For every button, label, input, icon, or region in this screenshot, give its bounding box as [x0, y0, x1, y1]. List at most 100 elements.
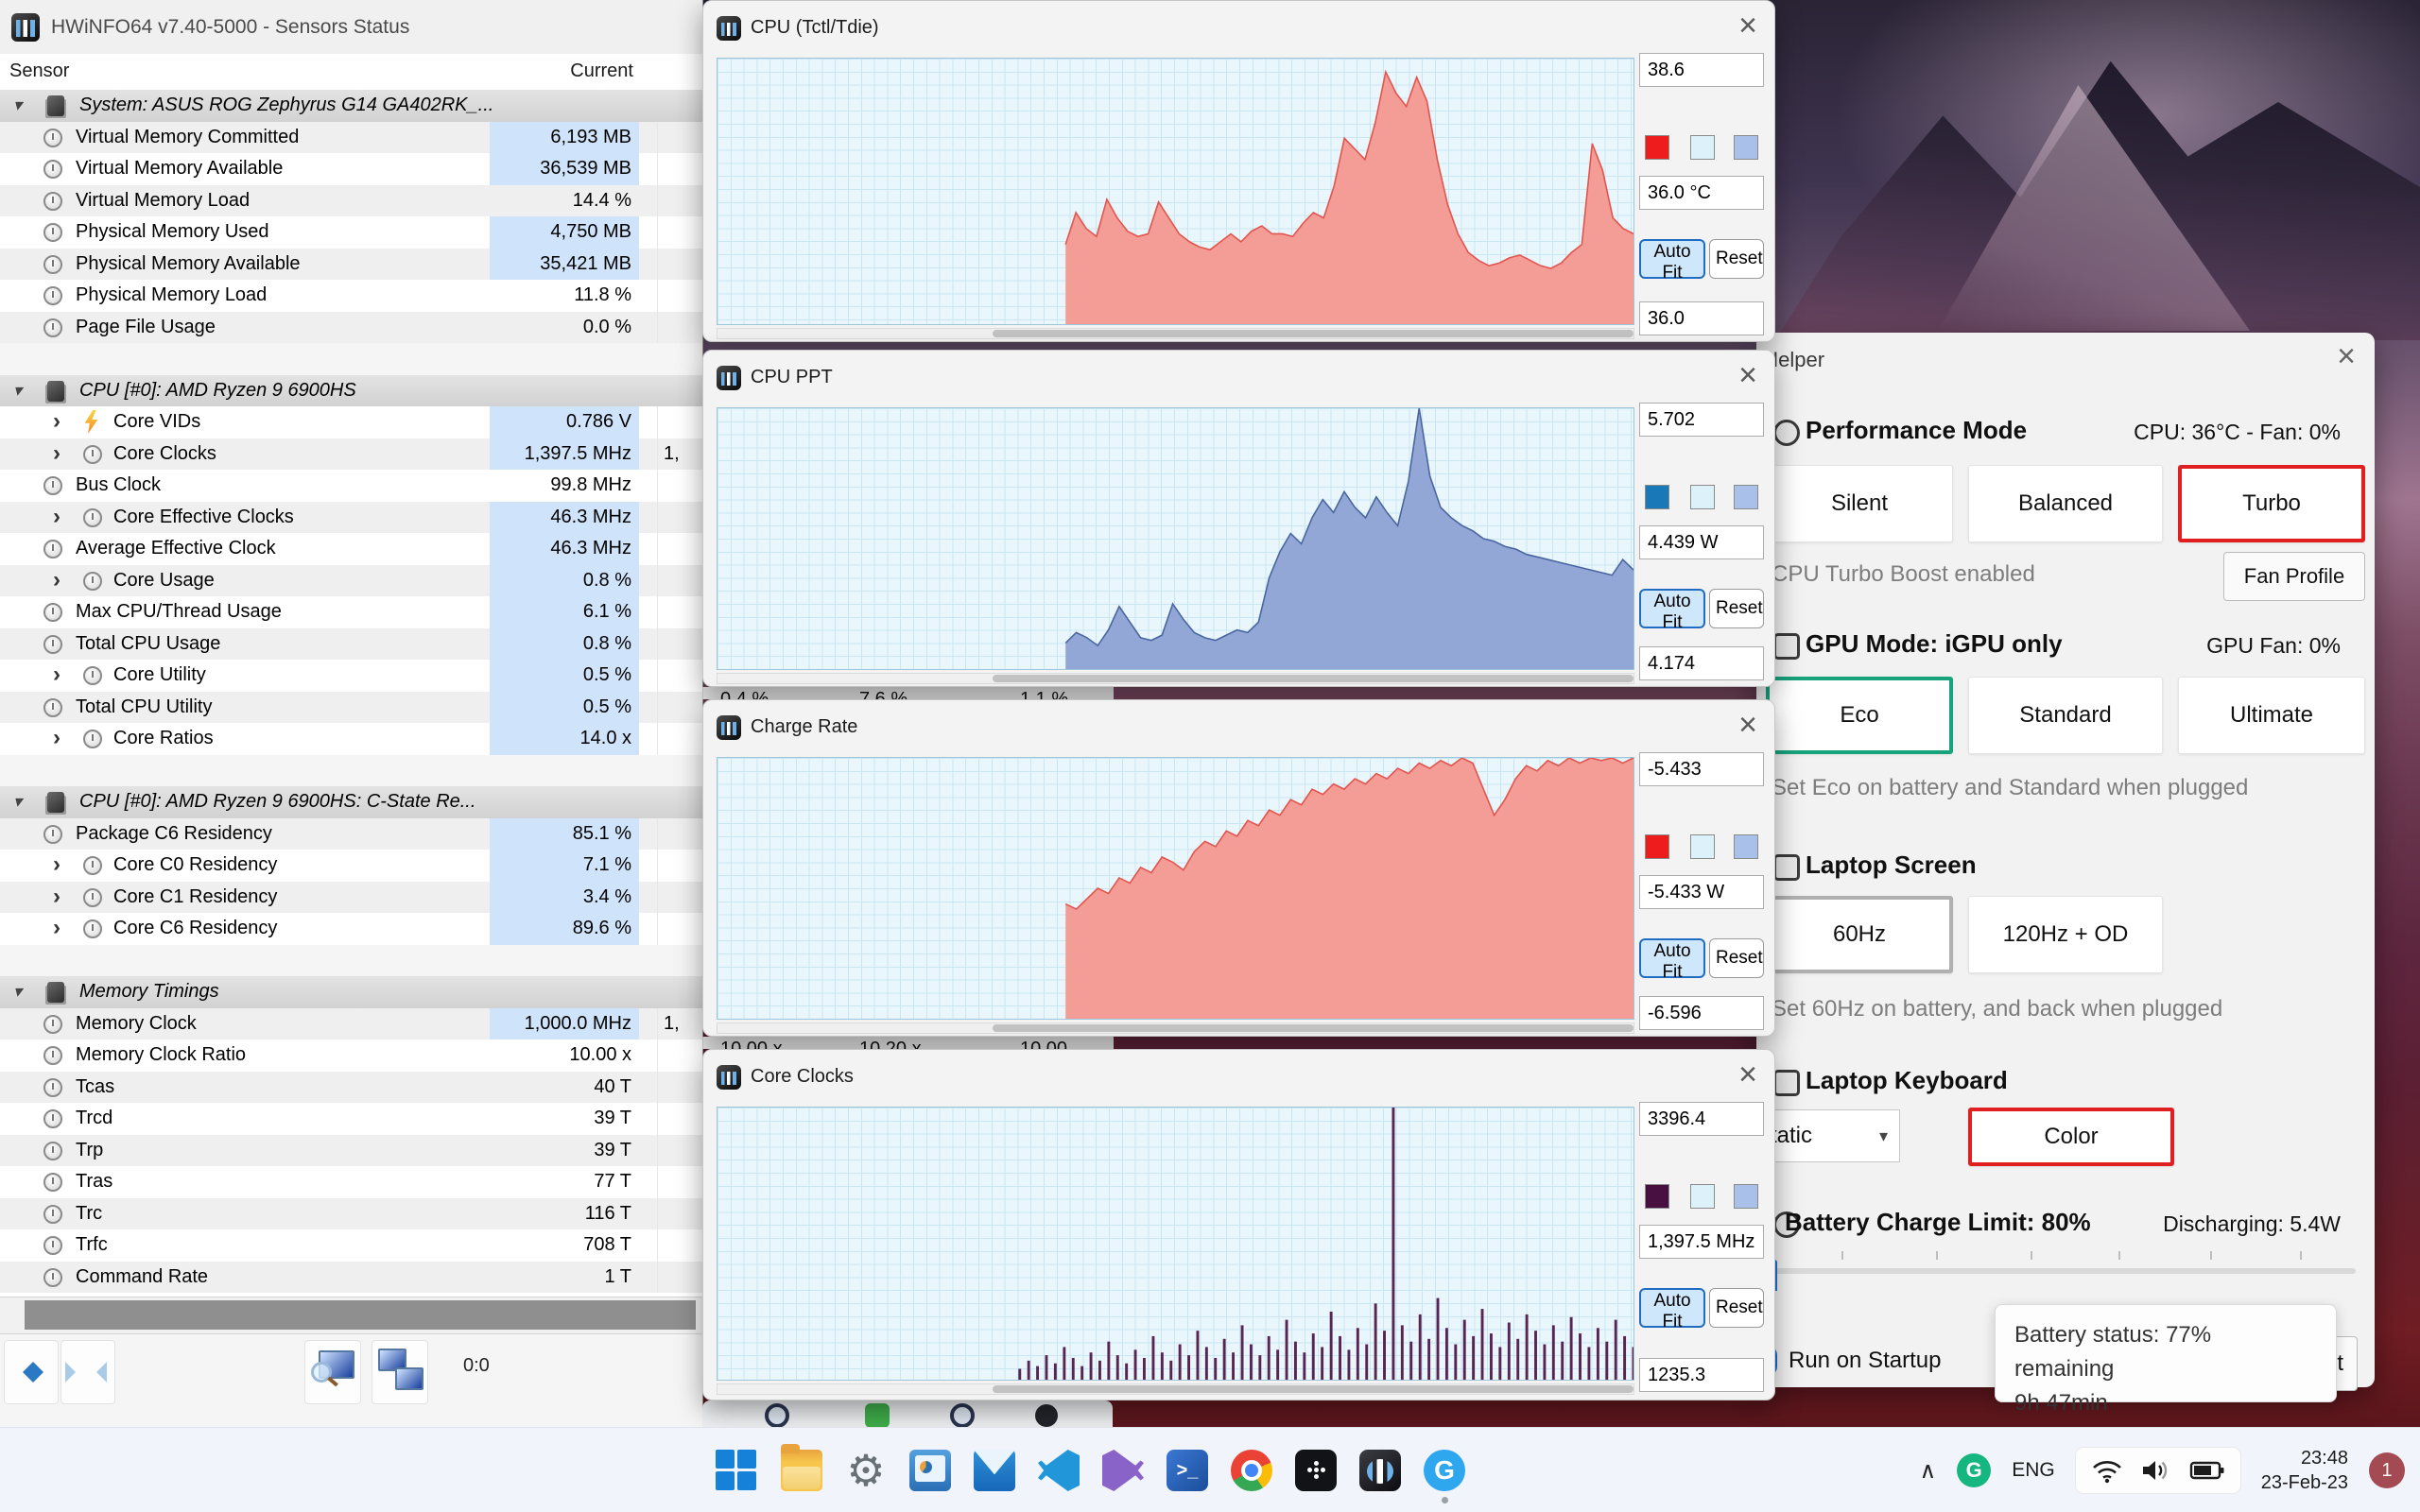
- sensor-row[interactable]: Trp 39 T: [0, 1134, 702, 1166]
- chevron-right-icon[interactable]: ›: [53, 566, 60, 593]
- series-color-swatch[interactable]: [1645, 135, 1669, 160]
- sensor-row[interactable]: › Core C6 Residency 89.6 %: [0, 913, 702, 945]
- ghelper-taskbar-icon[interactable]: G: [1424, 1450, 1465, 1503]
- scale-max-field[interactable]: 3396.4: [1639, 1102, 1764, 1136]
- collapse-columns-button[interactable]: [60, 1340, 115, 1404]
- reset-button[interactable]: Reset: [1709, 938, 1764, 978]
- sensor-row[interactable]: Virtual Memory Load 14.4 %: [0, 184, 702, 216]
- close-icon[interactable]: ×: [1738, 707, 1757, 743]
- sensor-group-row[interactable]: ▾ CPU [#0]: AMD Ryzen 9 6900HS: C-State R…: [0, 786, 702, 818]
- background-color-swatch[interactable]: [1690, 1184, 1715, 1209]
- scale-max-field[interactable]: 5.702: [1639, 403, 1764, 437]
- grid-color-swatch[interactable]: [1734, 834, 1758, 859]
- tray-overflow-chevron[interactable]: ∧: [1919, 1457, 1937, 1484]
- color-button[interactable]: Color: [1968, 1108, 2174, 1166]
- window-titlebar[interactable]: CPU (Tctl/Tdie) ×: [703, 1, 1774, 55]
- vscode-icon[interactable]: [1038, 1450, 1080, 1491]
- background-color-swatch[interactable]: [1690, 834, 1715, 859]
- background-color-swatch[interactable]: [1690, 135, 1715, 160]
- sensor-row[interactable]: Package C6 Residency 85.1 %: [0, 817, 702, 850]
- autofit-button[interactable]: Auto Fit: [1639, 239, 1705, 283]
- grid-color-swatch[interactable]: [1734, 135, 1758, 160]
- chevron-right-icon[interactable]: ›: [53, 851, 60, 877]
- close-icon[interactable]: ×: [2337, 338, 2356, 374]
- sensor-row[interactable]: Memory Clock 1,000.0 MHz 1,: [0, 1007, 702, 1040]
- remote-monitoring-button[interactable]: [372, 1340, 428, 1404]
- sensor-row[interactable]: › Core Effective Clocks 46.3 MHz: [0, 501, 702, 533]
- autofit-button[interactable]: Auto Fit: [1639, 1288, 1705, 1332]
- grid-color-swatch[interactable]: [1734, 1184, 1758, 1209]
- sensor-row[interactable]: Trc 116 T: [0, 1197, 702, 1229]
- grammarly-tray-icon[interactable]: G: [1957, 1453, 1992, 1487]
- sensor-row[interactable]: › Core Ratios 14.0 x: [0, 723, 702, 755]
- autofit-button[interactable]: Auto Fit: [1639, 589, 1705, 632]
- ultimate-button[interactable]: Ultimate: [2178, 677, 2365, 754]
- plot-scrollbar[interactable]: [717, 328, 1634, 339]
- sensor-row[interactable]: Average Effective Clock 46.3 MHz: [0, 533, 702, 565]
- background-color-swatch[interactable]: [1690, 485, 1715, 509]
- close-icon[interactable]: ×: [1738, 1057, 1757, 1092]
- sensor-row[interactable]: › Core C0 Residency 7.1 %: [0, 850, 702, 882]
- sensor-row[interactable]: Page File Usage 0.0 %: [0, 311, 702, 343]
- sensor-row[interactable]: Bus Clock 99.8 MHz: [0, 470, 702, 502]
- reset-button[interactable]: Reset: [1709, 1288, 1764, 1328]
- sensor-row[interactable]: › Core VIDs 0.786 V: [0, 406, 702, 438]
- clock[interactable]: 23:48 23-Feb-23: [2261, 1446, 2348, 1495]
- system-summary-button[interactable]: [304, 1340, 361, 1404]
- keyboard-mode-dropdown[interactable]: tatic ▾: [1756, 1109, 1900, 1162]
- sensor-row[interactable]: Physical Memory Used 4,750 MB: [0, 216, 702, 249]
- fan-profile-button[interactable]: Fan Profile: [2223, 552, 2365, 601]
- scale-min-field[interactable]: 36.0: [1639, 301, 1764, 335]
- sensor-row[interactable]: Trcd 39 T: [0, 1103, 702, 1135]
- visual-studio-icon[interactable]: [1102, 1450, 1144, 1491]
- sensor-row[interactable]: Max CPU/Thread Usage 6.1 %: [0, 596, 702, 628]
- spacer-row[interactable]: [0, 944, 702, 976]
- sensor-row[interactable]: Memory Clock Ratio 10.00 x: [0, 1040, 702, 1072]
- sensor-row[interactable]: Physical Memory Load 11.8 %: [0, 280, 702, 312]
- sensor-row[interactable]: Total CPU Usage 0.8 %: [0, 627, 702, 660]
- autofit-button[interactable]: Auto Fit: [1639, 938, 1705, 982]
- grid-color-swatch[interactable]: [1734, 485, 1758, 509]
- remote-app-icon[interactable]: [1295, 1450, 1337, 1491]
- sensor-row[interactable]: Total CPU Utility 0.5 %: [0, 691, 702, 723]
- eco-button[interactable]: Eco: [1766, 677, 1953, 754]
- horizontal-scrollbar[interactable]: [0, 1297, 702, 1334]
- scale-max-field[interactable]: -5.433: [1639, 752, 1764, 786]
- chevron-right-icon[interactable]: ›: [53, 725, 60, 750]
- notification-badge[interactable]: 1: [2369, 1452, 2405, 1488]
- chevron-right-icon[interactable]: ›: [53, 408, 60, 434]
- scale-min-field[interactable]: 4.174: [1639, 646, 1764, 680]
- close-icon[interactable]: ×: [1738, 8, 1757, 43]
- window-titlebar[interactable]: CPU PPT ×: [703, 351, 1774, 404]
- chrome-icon[interactable]: [1231, 1450, 1272, 1491]
- standard-button[interactable]: Standard: [1968, 677, 2163, 754]
- sensor-row[interactable]: Virtual Memory Available 36,539 MB: [0, 153, 702, 185]
- refresh-60hz-button[interactable]: 60Hz: [1766, 896, 1953, 973]
- window-titlebar[interactable]: Charge Rate ×: [703, 700, 1774, 754]
- spacer-row[interactable]: [0, 754, 702, 786]
- sensor-row[interactable]: › Core C1 Residency 3.4 %: [0, 881, 702, 913]
- sensor-row[interactable]: Tras 77 T: [0, 1166, 702, 1198]
- settings-icon[interactable]: ⚙: [846, 1446, 886, 1495]
- silent-button[interactable]: Silent: [1766, 465, 1953, 542]
- mail-icon[interactable]: [974, 1450, 1015, 1491]
- sensor-row[interactable]: › Core Clocks 1,397.5 MHz 1,: [0, 438, 702, 470]
- close-icon[interactable]: ×: [1738, 357, 1757, 393]
- quick-settings[interactable]: [2075, 1448, 2240, 1493]
- plot-area[interactable]: [717, 407, 1634, 670]
- chevron-right-icon[interactable]: ›: [53, 883, 60, 909]
- scale-max-field[interactable]: 38.6: [1639, 53, 1764, 87]
- sensor-row[interactable]: › Core Usage 0.8 %: [0, 564, 702, 596]
- scale-min-field[interactable]: -6.596: [1639, 996, 1764, 1030]
- spacer-row[interactable]: [0, 343, 702, 375]
- powershell-icon[interactable]: >_: [1167, 1450, 1208, 1491]
- sensor-row[interactable]: › Core Utility 0.5 %: [0, 660, 702, 692]
- plot-area[interactable]: [717, 757, 1634, 1020]
- turbo-button[interactable]: Turbo: [2178, 465, 2365, 542]
- sensor-row[interactable]: Physical Memory Available 35,421 MB: [0, 248, 702, 280]
- sensor-row[interactable]: Virtual Memory Committed 6,193 MB: [0, 121, 702, 153]
- plot-scrollbar[interactable]: [717, 1383, 1634, 1395]
- chevron-right-icon[interactable]: ›: [53, 915, 60, 940]
- window-titlebar[interactable]: HWiNFO64 v7.40-5000 - Sensors Status: [0, 0, 702, 55]
- chevron-right-icon[interactable]: ›: [53, 439, 60, 466]
